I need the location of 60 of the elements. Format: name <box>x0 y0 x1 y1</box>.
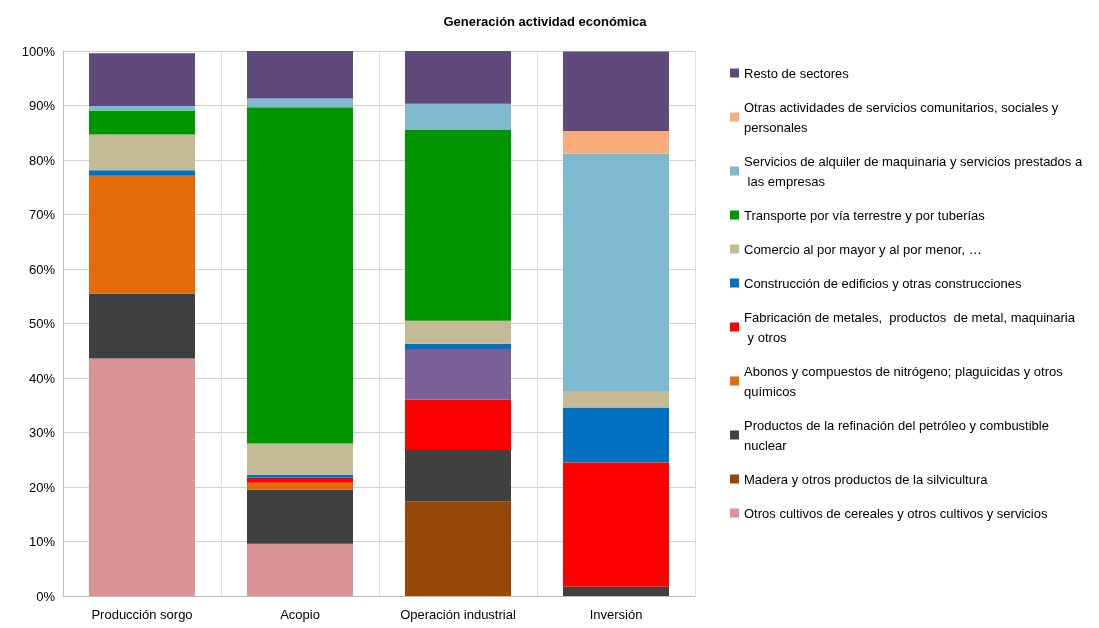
bar <box>405 103 511 131</box>
y-tick-label: 10% <box>28 534 56 549</box>
y-tick-label: 40% <box>28 370 56 386</box>
bar <box>563 407 669 463</box>
bar <box>405 320 511 344</box>
bar <box>247 475 353 478</box>
bar <box>247 489 353 544</box>
bar <box>89 170 195 176</box>
legend-label: Abonos y compuestos de nitrógeno; plaguicidas y otros químicos <box>744 363 1070 399</box>
bar <box>247 98 353 108</box>
bar <box>405 51 511 104</box>
y-tick-label: 0% <box>36 588 56 604</box>
bar <box>247 51 353 99</box>
bar <box>247 482 353 490</box>
x-tick-label: Inversión <box>589 607 643 622</box>
chart-title: Generación actividad económica <box>443 14 648 29</box>
legend-label: Otras actividades de servicios comunitarios, sociales y personales <box>744 99 1062 135</box>
bar <box>405 349 511 400</box>
bar <box>89 134 195 171</box>
legend-label: Servicios de alquiler de maquinaria y servicios prestados a las empresas <box>744 153 1083 189</box>
legend-label: Productos de la refinación del petróleo y combustible nuclear <box>744 417 1053 453</box>
legend-label: Transporte por vía terrestre y por tuberías <box>744 207 986 223</box>
bar <box>563 462 669 587</box>
bar <box>89 106 195 111</box>
bar <box>563 391 669 408</box>
y-tick-label: 90% <box>28 98 56 113</box>
legend-label: Otros cultivos de cereales y otros cultivos y servicios <box>744 505 1048 521</box>
y-tick-label: 20% <box>28 479 56 495</box>
y-tick-label: 80% <box>28 152 56 168</box>
bar <box>405 130 511 321</box>
x-tick-label: Producción sorgo <box>91 607 193 622</box>
bar <box>89 358 195 596</box>
legend-label: Fabricación de metales, productos de metal, maquinaria y otros <box>744 309 1076 345</box>
bar <box>89 110 195 135</box>
bar <box>563 51 669 132</box>
legend-label: Madera y otros productos de la silvicultura <box>744 471 989 487</box>
y-tick-label: 60% <box>28 261 56 277</box>
bar <box>405 449 511 502</box>
legend-label: Construcción de edificios y otras construcciones <box>744 275 1022 291</box>
legend-label: Comercio al por mayor y al por menor, … <box>744 241 982 257</box>
bar <box>247 543 353 596</box>
bar <box>563 153 669 392</box>
x-tick-label: Acopio <box>280 607 320 622</box>
bar <box>247 477 353 483</box>
bar <box>89 175 195 294</box>
bar <box>405 399 511 450</box>
bar <box>247 107 353 444</box>
bar <box>89 293 195 359</box>
bar <box>405 343 511 350</box>
bar <box>247 443 353 476</box>
bar <box>89 53 195 107</box>
bar <box>563 131 669 154</box>
y-tick-label: 100% <box>21 43 56 59</box>
y-tick-label: 70% <box>28 207 56 222</box>
y-tick-label: 50% <box>28 316 56 331</box>
x-tick-label: Operación industrial <box>400 607 516 622</box>
y-tick-label: 30% <box>28 425 56 440</box>
bar <box>563 586 669 596</box>
bar <box>405 501 511 596</box>
legend-label: Resto de sectores <box>744 65 850 81</box>
